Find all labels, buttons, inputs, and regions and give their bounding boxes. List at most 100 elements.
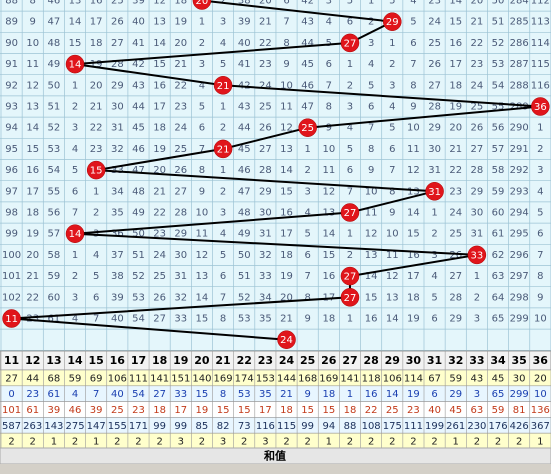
column-header: 33	[469, 354, 484, 367]
omission-cell: 21	[174, 59, 187, 70]
omission-cell: 4	[72, 314, 78, 325]
omission-cell: 3	[537, 165, 543, 176]
ball-number: 15	[90, 166, 103, 177]
omission-cell: 52	[238, 292, 251, 303]
omission-cell: 5	[220, 250, 226, 261]
omission-cell: 24	[259, 80, 272, 91]
omission-cell: 18	[90, 38, 103, 49]
omission-cell: 11	[365, 208, 378, 219]
omission-cell: 24	[174, 123, 187, 134]
stats-cell: 4	[72, 389, 78, 400]
omission-cell: 34	[111, 186, 124, 197]
omission-cell: 26	[111, 17, 124, 28]
omission-cell: 7	[283, 17, 289, 28]
ball-number: 21	[217, 81, 230, 92]
omission-cell: 21	[259, 17, 272, 28]
stats-cell: 18	[344, 405, 357, 416]
omission-cell: 15	[449, 17, 462, 28]
ball-number: 31	[428, 187, 441, 198]
stats-cell: 59	[449, 373, 462, 384]
stats-cell: 3	[220, 437, 226, 448]
stats-cell: 299	[510, 389, 529, 400]
ball	[340, 203, 360, 222]
omission-cell: 17	[407, 271, 420, 282]
omission-cell: 8	[389, 186, 395, 197]
omission-cell: 54	[48, 165, 61, 176]
stats-cell: 106	[383, 373, 402, 384]
omission-cell: 54	[492, 80, 505, 91]
stats-cell: 151	[171, 373, 190, 384]
omission-cell: 6	[347, 165, 353, 176]
omission-cell: 101	[2, 271, 21, 282]
omission-cell: 4	[326, 17, 332, 28]
omission-cell: 25	[471, 102, 484, 113]
stats-cell: 23	[407, 405, 420, 416]
omission-cell: 27	[153, 314, 166, 325]
omission-cell: 298	[510, 292, 529, 303]
omission-cell: 29	[111, 80, 124, 91]
omission-cell: 28	[428, 102, 441, 113]
omission-cell: 14	[322, 229, 335, 240]
omission-cell: 5	[431, 292, 437, 303]
omission-cell: 22	[471, 38, 484, 49]
omission-cell: 20	[259, 0, 272, 7]
omission-cell: 31	[428, 165, 441, 176]
omission-cell: 51	[238, 271, 251, 282]
column-header: 31	[427, 354, 442, 367]
stats-cell: 108	[362, 421, 381, 432]
omission-cell: 20	[471, 0, 484, 7]
omission-cell: 44	[132, 102, 145, 113]
omission-cell: 15	[322, 250, 335, 261]
omission-cell: 53	[238, 314, 251, 325]
omission-cell: 3	[347, 102, 353, 113]
stats-cell: 45	[449, 405, 462, 416]
omission-cell: 294	[510, 208, 529, 219]
omission-cell: 289	[510, 102, 529, 113]
stats-cell: 2	[156, 437, 162, 448]
omission-cell: 12	[280, 123, 293, 134]
omission-cell: 12	[365, 229, 378, 240]
omission-cell: 14	[153, 38, 166, 49]
omission-cell: 3	[220, 208, 226, 219]
omission-cell: 2	[199, 38, 205, 49]
omission-cell: 14	[196, 292, 209, 303]
stats-cell: 141	[340, 373, 359, 384]
omission-cell: 41	[132, 38, 145, 49]
omission-cell: 2	[347, 80, 353, 91]
stats-cell: 54	[132, 389, 145, 400]
omission-cell: 4	[304, 208, 310, 219]
omission-cell: 31	[111, 123, 124, 134]
omission-cell: 2	[93, 208, 99, 219]
omission-cell: 50	[492, 0, 505, 7]
grid	[0, 0, 551, 351]
stats-cell: 39	[48, 405, 61, 416]
omission-cell: 91	[5, 59, 18, 70]
omission-cell: 4	[537, 186, 543, 197]
column-header: 22	[237, 354, 252, 367]
omission-cell: 7	[72, 208, 78, 219]
omission-cell: 49	[238, 229, 251, 240]
omission-cell: 7	[326, 80, 332, 91]
omission-cell: 27	[174, 186, 187, 197]
omission-cell: 4	[220, 229, 226, 240]
omission-cell: 12	[26, 80, 39, 91]
omission-cell: 1	[474, 271, 480, 282]
omission-cell: 10	[280, 80, 293, 91]
omission-cell: 24	[471, 80, 484, 91]
omission-cell: 293	[510, 186, 529, 197]
stats-cell: 263	[23, 421, 42, 432]
omission-cell: 16	[280, 208, 293, 219]
omission-cell: 8	[410, 80, 416, 91]
omission-cell: 21	[153, 186, 166, 197]
omission-cell: 49	[132, 208, 145, 219]
omission-cell: 22	[174, 80, 187, 91]
stats-cell: 2	[516, 437, 522, 448]
omission-cell: 6	[283, 0, 289, 7]
omission-cell: 16	[407, 250, 420, 261]
omission-cell: 9	[389, 208, 395, 219]
stats-cell: 2	[389, 437, 395, 448]
omission-cell: 12	[386, 271, 399, 282]
omission-cell: 38	[111, 271, 124, 282]
omission-cell: 285	[510, 17, 529, 28]
omission-cell: 292	[510, 165, 529, 176]
